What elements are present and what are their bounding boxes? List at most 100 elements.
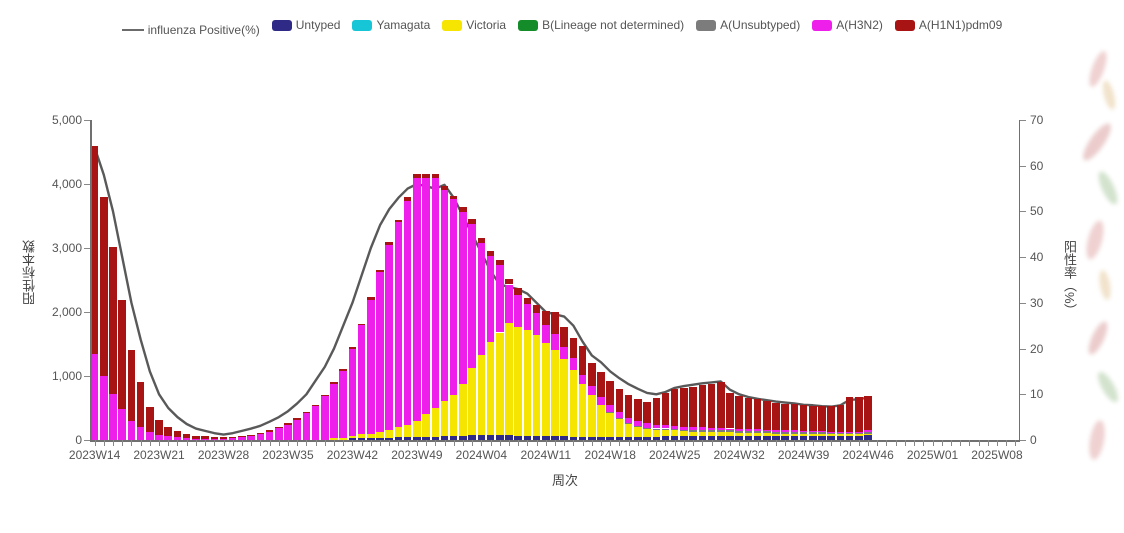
bar-stack	[174, 431, 182, 440]
bar-seg-h1n1	[321, 395, 329, 396]
bar-seg-h3n2	[827, 432, 835, 433]
legend-item-line[interactable]: influenza Positive(%)	[122, 23, 260, 37]
x-tick	[684, 440, 685, 446]
x-tick	[601, 440, 602, 446]
bar-seg-h3n2	[312, 406, 320, 440]
watermark-stroke	[1079, 120, 1116, 164]
bar-stack	[441, 186, 449, 440]
bar-seg-h1n1	[726, 393, 734, 429]
bar-seg-victoria	[432, 408, 440, 437]
bar-seg-h3n2	[653, 425, 661, 429]
bar-seg-victoria	[542, 343, 550, 436]
bar-stack	[275, 427, 283, 440]
legend-item-yamagata[interactable]: Yamagata	[352, 18, 430, 32]
legend-swatch	[812, 20, 832, 31]
bar-seg-h1n1	[164, 427, 172, 437]
bar-stack	[735, 396, 743, 440]
x-tick	[573, 440, 574, 446]
bar-seg-h1n1	[570, 338, 578, 358]
bar-stack	[496, 260, 504, 440]
bar-seg-h3n2	[542, 325, 550, 343]
bar-seg-h3n2	[432, 178, 440, 408]
bar-stack	[533, 305, 541, 440]
bar-seg-h3n2	[616, 412, 624, 418]
bar-seg-h1n1	[450, 196, 458, 200]
bar-seg-h3n2	[689, 427, 697, 430]
x-tick	[712, 440, 713, 446]
bar-seg-h1n1	[459, 207, 467, 211]
bar-seg-h3n2	[128, 421, 136, 440]
bar-stack	[459, 207, 467, 440]
bar-seg-victoria	[524, 330, 532, 436]
bar-seg-h1n1	[349, 347, 357, 349]
bar-stack	[312, 405, 320, 440]
bar-seg-victoria	[459, 384, 467, 435]
watermark-stroke	[1095, 169, 1121, 207]
x-tick	[141, 440, 142, 446]
bar-seg-h1n1	[137, 382, 145, 427]
bar-stack	[524, 298, 532, 440]
bar-seg-victoria	[855, 434, 863, 435]
legend-item-untyped[interactable]: Untyped	[272, 18, 341, 32]
bar-seg-a_unsub	[643, 428, 651, 429]
bar-seg-victoria	[385, 430, 393, 438]
bar-seg-h1n1	[468, 219, 476, 223]
x-tick	[233, 440, 234, 446]
y-left-tick	[84, 184, 90, 185]
watermark-stroke	[1100, 79, 1117, 111]
bar-stack	[542, 311, 550, 440]
legend-label: A(Unsubtyped)	[720, 18, 800, 32]
x-tick	[214, 440, 215, 446]
legend-item-h3n2[interactable]: A(H3N2)	[812, 18, 883, 32]
x-tick	[822, 440, 823, 446]
x-tick	[417, 440, 418, 446]
x-tick	[988, 440, 989, 446]
x-tick	[758, 440, 759, 446]
bar-seg-h3n2	[109, 394, 117, 440]
bar-seg-h1n1	[514, 288, 522, 294]
bar-stack	[468, 219, 476, 440]
bar-seg-h1n1	[643, 402, 651, 423]
x-tick	[491, 440, 492, 446]
y-right-tick-label: 30	[1030, 296, 1060, 310]
x-tick	[886, 440, 887, 446]
bar-seg-victoria	[837, 434, 845, 435]
x-tick	[804, 440, 805, 446]
x-tick	[463, 440, 464, 446]
x-tick	[270, 440, 271, 446]
legend-item-b_lineage[interactable]: B(Lineage not determined)	[518, 18, 684, 32]
legend-item-h1n1[interactable]: A(H1N1)pdm09	[895, 18, 1002, 32]
legend-swatch	[696, 20, 716, 31]
bar-stack	[818, 406, 826, 440]
y-left-tick-label: 3,000	[40, 241, 82, 255]
bar-seg-h1n1	[358, 324, 366, 326]
bar-seg-h1n1	[422, 174, 430, 177]
legend-item-a_unsub[interactable]: A(Unsubtyped)	[696, 18, 800, 32]
bar-seg-a_unsub	[846, 433, 854, 434]
bar-seg-victoria	[376, 432, 384, 438]
bar-seg-h1n1	[800, 405, 808, 431]
x-tick	[389, 440, 390, 446]
bar-seg-h3n2	[339, 371, 347, 438]
x-tick	[398, 440, 399, 446]
bar-stack	[570, 338, 578, 440]
bar-seg-h3n2	[781, 430, 789, 431]
bar-seg-h1n1	[192, 436, 200, 439]
bar-seg-h3n2	[146, 432, 154, 440]
bar-stack	[109, 247, 117, 440]
bar-seg-victoria	[560, 359, 568, 436]
x-tick	[187, 440, 188, 446]
bar-seg-h1n1	[791, 404, 799, 430]
legend-label: A(H1N1)pdm09	[919, 18, 1002, 32]
bar-seg-h3n2	[118, 409, 126, 440]
bar-seg-a_unsub	[680, 430, 688, 431]
bar-seg-h3n2	[699, 427, 707, 430]
bar-seg-victoria	[827, 434, 835, 435]
legend-item-victoria[interactable]: Victoria	[442, 18, 506, 32]
bar-stack	[827, 406, 835, 440]
bar-stack	[146, 407, 154, 440]
x-tick	[583, 440, 584, 446]
bar-stack	[864, 396, 872, 440]
y-right-tick-label: 60	[1030, 159, 1060, 173]
x-tick	[933, 440, 934, 446]
